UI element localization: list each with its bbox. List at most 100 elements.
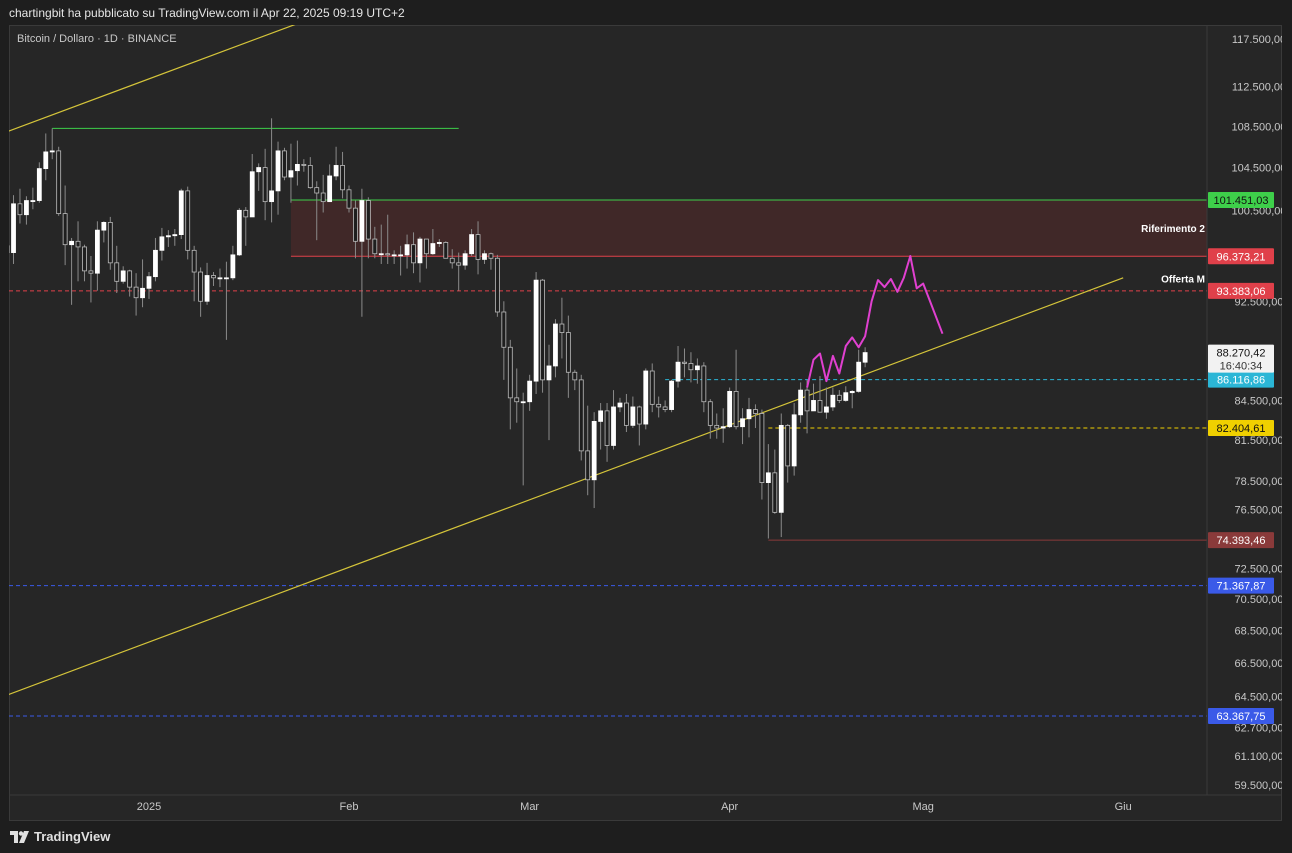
candle <box>62 185 68 266</box>
candle <box>804 379 810 434</box>
candle-body <box>24 200 29 216</box>
candle-body <box>604 410 610 446</box>
price-chart[interactable]: Riferimento 2 Offerta M 2025 Feb Mar Apr Mag G… <box>9 25 1282 821</box>
price-badge: 96.373,21 <box>1208 248 1274 265</box>
candle-body <box>269 190 274 203</box>
candle <box>720 408 726 443</box>
candle-body <box>830 394 836 408</box>
candle-body <box>469 234 474 255</box>
candle-body <box>372 238 378 255</box>
candle <box>185 186 191 260</box>
candle-body <box>320 192 326 203</box>
candle <box>643 368 649 430</box>
candle-body <box>746 409 752 420</box>
candle-body <box>211 275 216 279</box>
candle-body <box>501 311 507 348</box>
candle-body <box>636 406 642 425</box>
candle-body <box>391 254 397 257</box>
candle-body <box>849 390 855 394</box>
candle-body <box>417 238 423 264</box>
candle-body <box>17 203 23 216</box>
candle-body <box>133 286 139 299</box>
candle-body <box>759 413 765 483</box>
candle <box>211 272 216 286</box>
candle-body <box>540 279 545 381</box>
candle-body <box>682 361 687 364</box>
candle-body <box>656 403 662 408</box>
candle <box>824 387 829 419</box>
candle-body <box>262 167 268 203</box>
candle <box>236 208 242 256</box>
candle-body <box>533 279 539 382</box>
price-badge-label: 63.367,75 <box>1217 711 1266 723</box>
candle <box>204 262 210 305</box>
candle-body <box>82 246 87 272</box>
candle-body <box>753 409 758 414</box>
candle-body <box>75 240 81 248</box>
candle-body <box>282 150 287 178</box>
candle <box>333 146 339 181</box>
publish-header: chartingbit ha pubblicato su TradingView… <box>0 0 1292 26</box>
candle <box>591 412 597 509</box>
candle-body <box>527 380 533 403</box>
candle-body <box>843 392 849 401</box>
price-badge-label: 96.373,21 <box>1217 251 1266 263</box>
price-levels-layer <box>9 127 1207 717</box>
candle <box>307 157 313 189</box>
candle <box>191 245 197 302</box>
candle-body <box>385 253 391 256</box>
candle <box>294 140 300 186</box>
candle-body <box>462 253 468 266</box>
price-badge-bg <box>1208 282 1274 299</box>
candle-body <box>404 244 410 256</box>
candle-countdown-label: 16:40:34 <box>1220 361 1263 373</box>
candle <box>785 424 791 483</box>
candle-body <box>204 275 210 302</box>
candle <box>249 153 255 218</box>
candle <box>604 403 610 462</box>
candle <box>746 397 752 438</box>
candle <box>798 382 804 423</box>
footer: TradingView <box>0 823 1292 853</box>
tradingview-logo[interactable]: TradingView <box>10 829 110 844</box>
candle <box>540 278 545 393</box>
candle <box>146 272 152 299</box>
price-badges-layer: 101.451,03 96.373,21 93.383,06 86.116,86 82.… <box>1208 192 1274 724</box>
candle <box>733 349 739 430</box>
x-tick-label: Feb <box>340 801 359 813</box>
candle-body <box>740 418 745 428</box>
candle <box>682 348 687 378</box>
candle-body <box>230 254 236 279</box>
candle <box>88 255 94 303</box>
candle <box>436 239 442 247</box>
candle <box>598 403 604 450</box>
candle <box>714 413 720 439</box>
candle-body <box>378 253 384 256</box>
y-tick-label: 100.500,00 <box>1231 205 1282 217</box>
candle-body <box>617 402 623 408</box>
candle <box>165 230 171 247</box>
candle <box>559 297 565 359</box>
candle <box>417 236 423 283</box>
candle-body <box>301 164 307 166</box>
candle <box>578 374 584 461</box>
candle-body <box>120 270 126 282</box>
candle <box>36 162 42 203</box>
candle <box>30 187 36 210</box>
candle <box>114 245 120 294</box>
candle-body <box>720 426 726 429</box>
candle-body <box>43 151 49 169</box>
trendline <box>9 25 296 132</box>
candle-body <box>578 379 584 452</box>
candle-body <box>11 203 16 253</box>
candle-body <box>36 168 42 201</box>
candle <box>514 368 520 423</box>
candle-body <box>520 401 526 404</box>
price-badge: 82.404,61 <box>1208 419 1274 436</box>
candle <box>469 229 474 256</box>
candle-body <box>688 363 694 371</box>
candle <box>75 221 81 282</box>
candle-body <box>340 165 345 191</box>
candles-layer <box>9 118 868 539</box>
candle-body <box>765 472 771 483</box>
